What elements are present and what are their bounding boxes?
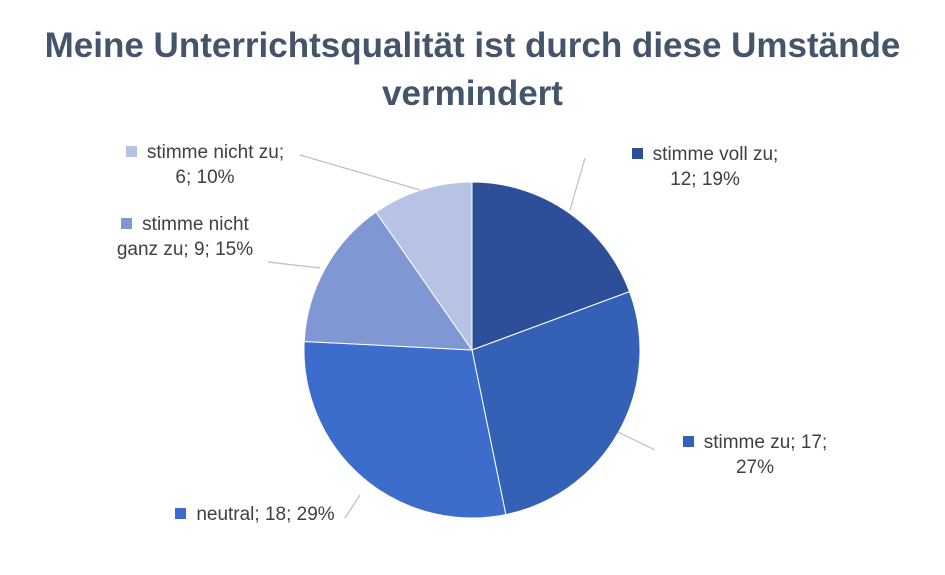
pie-slice-stimme-nicht-ganz-zu xyxy=(303,211,473,351)
data-label: stimme voll zu; 12; 19% xyxy=(605,142,805,192)
pie-slice-stimme-voll-zu xyxy=(471,181,631,351)
leader-line xyxy=(267,261,321,269)
legend-swatch xyxy=(125,146,137,157)
data-label-text: stimme voll zu; 12; 19% xyxy=(652,144,779,190)
legend-swatch xyxy=(682,436,694,447)
data-label: neutral; 18; 29% xyxy=(145,502,365,527)
leader-line xyxy=(344,494,361,519)
legend-swatch xyxy=(175,508,187,519)
data-label: stimme zu; 17; 27% xyxy=(660,430,850,480)
legend-swatch xyxy=(121,218,133,229)
chart-title: Meine Unterrichtsqualität ist durch dies… xyxy=(44,26,901,113)
leader-line xyxy=(617,431,656,451)
pie-slice-stimme-zu xyxy=(471,291,641,516)
leader-line xyxy=(569,157,586,211)
leader-line xyxy=(299,154,421,191)
data-label-text: neutral; 18; 29% xyxy=(196,504,335,525)
data-label: stimme nicht zu; 6; 10% xyxy=(90,140,320,190)
legend-swatch xyxy=(631,148,643,159)
data-label-text: stimme nicht zu; 6; 10% xyxy=(146,142,285,188)
data-label: stimme nicht ganz zu; 9; 15% xyxy=(85,212,285,262)
pie-slice-stimme-nicht-zu xyxy=(375,181,473,352)
data-label-text: stimme nicht ganz zu; 9; 15% xyxy=(116,214,254,260)
pie-slice-neutral xyxy=(303,340,507,519)
data-label-text: stimme zu; 17; 27% xyxy=(703,432,828,478)
